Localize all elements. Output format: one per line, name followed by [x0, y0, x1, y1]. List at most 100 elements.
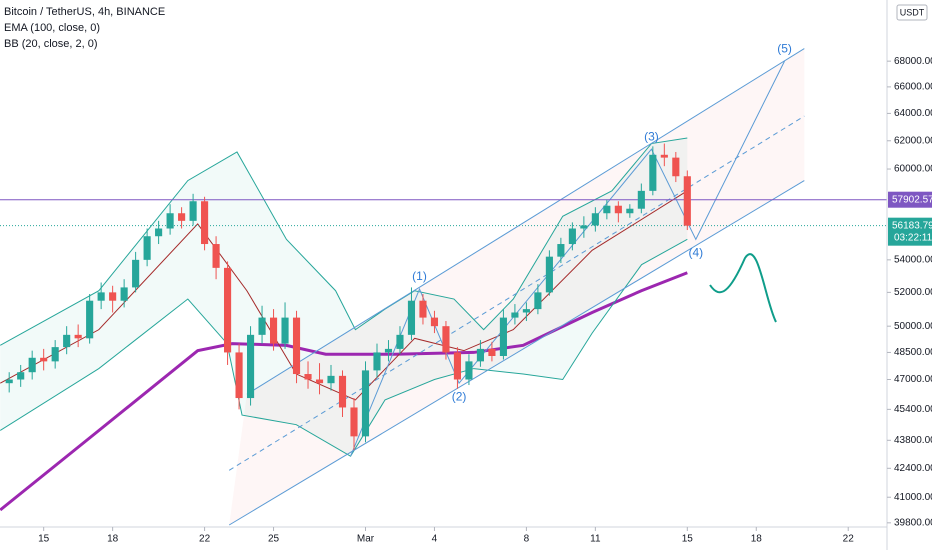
plot: (1) (2) (3) (4) (5)	[0, 41, 887, 526]
candle-body	[246, 334, 255, 399]
candle-body	[396, 334, 404, 349]
candle-body	[603, 205, 611, 214]
candle-body	[86, 300, 94, 339]
candle-body	[74, 334, 82, 339]
candle-body	[155, 228, 163, 237]
candle-body	[212, 244, 220, 268]
candle-body	[166, 213, 174, 229]
x-tick-label: 15	[38, 534, 50, 545]
candle-body	[649, 154, 657, 191]
indicator-line	[246, 48, 805, 395]
chart-title: Bitcoin / TetherUS, 4h, BINANCE	[4, 6, 165, 18]
y-tick-label: 45400.00	[894, 404, 932, 415]
candle-body	[224, 267, 232, 353]
x-tick-label: 11	[590, 534, 601, 545]
candle-body	[63, 334, 71, 348]
x-tick-label: 15	[682, 534, 694, 545]
candle-body	[637, 190, 645, 209]
candle-body	[178, 213, 186, 221]
x-tick-label: 22	[843, 534, 855, 545]
candle-body	[545, 256, 553, 293]
price-badge	[888, 217, 932, 246]
candle-body	[568, 228, 576, 245]
axes: 68000.00 66000.00 64000.00 62000.00 60000.00…	[38, 56, 932, 545]
candle-body	[5, 379, 13, 384]
x-tick-label: 22	[199, 534, 211, 545]
candle-body	[338, 375, 347, 408]
price-axis-bg	[887, 0, 932, 550]
indicator-label: EMA (100, close, 0)	[4, 22, 100, 34]
candle-body	[281, 317, 289, 344]
candle-body	[132, 259, 140, 288]
wave-label: (2)	[452, 389, 467, 403]
candle-body	[201, 201, 209, 245]
wave-label: (4)	[688, 246, 703, 260]
candle-body	[672, 157, 680, 177]
candle-body	[557, 244, 565, 257]
candle-body	[534, 292, 542, 310]
candle-body	[683, 176, 691, 226]
indicator-line	[228, 115, 805, 471]
candle-body	[407, 300, 416, 335]
candle-body	[373, 352, 381, 371]
projection-curve	[709, 253, 777, 323]
candle-body	[350, 407, 358, 437]
candle-body	[292, 317, 301, 375]
y-tick-label: 68000.00	[894, 56, 932, 67]
indicator-line	[228, 180, 805, 526]
candle-body	[189, 201, 197, 221]
candle-body	[614, 205, 622, 214]
y-tick-label: 47000.00	[894, 374, 932, 385]
candle-body	[442, 326, 450, 353]
candle-body	[143, 236, 151, 260]
y-tick-label: 62000.00	[894, 135, 932, 146]
price-badge-label: 57902.57	[892, 194, 932, 205]
candle-body	[361, 370, 370, 437]
x-tick-label: 4	[432, 534, 438, 545]
y-tick-label: 41000.00	[894, 492, 932, 503]
indicator-line	[0, 238, 688, 457]
candle-body	[626, 208, 634, 214]
wave-label: (1)	[412, 269, 427, 283]
currency-badge[interactable]	[896, 4, 928, 21]
x-tick-label: Mar	[357, 534, 375, 545]
candle-body	[453, 352, 462, 380]
y-tick-label: 60000.00	[894, 164, 932, 175]
price-badge	[888, 191, 932, 208]
candle-body	[384, 348, 393, 353]
candle-body	[17, 372, 25, 380]
candle-body	[304, 374, 312, 380]
x-tick-label: 18	[107, 534, 119, 545]
y-tick-label: 66000.00	[894, 82, 932, 93]
candle-body	[97, 292, 105, 301]
candle-body	[315, 379, 324, 384]
candle-body	[419, 300, 427, 318]
candle-body	[51, 347, 59, 362]
x-tick-label: 25	[268, 534, 280, 545]
time-axis-bg	[0, 527, 932, 550]
candle-body	[499, 317, 507, 356]
y-tick-label: 52000.00	[894, 287, 932, 298]
price-badge-label: 56183.79	[892, 220, 932, 231]
candle-body	[488, 348, 496, 356]
y-tick-label: 64000.00	[894, 108, 932, 119]
y-tick-label: 39800.00	[894, 517, 932, 528]
candle-body	[476, 348, 484, 362]
candle-body	[235, 352, 243, 399]
candle-body	[258, 317, 266, 335]
candle-body	[40, 357, 48, 362]
wave-label: (5)	[777, 41, 792, 55]
y-tick-label: 54000.00	[894, 254, 932, 265]
countdown: 03:22:11	[894, 232, 932, 243]
x-tick-label: 8	[524, 534, 530, 545]
indicator-line	[0, 271, 688, 512]
y-tick-label: 50000.00	[894, 321, 932, 332]
candle-body	[580, 225, 588, 229]
candle-body	[430, 317, 439, 327]
wave-label: (3)	[644, 129, 659, 143]
candle-body	[511, 312, 519, 318]
indicator-label: BB (20, close, 2, 0)	[4, 38, 98, 50]
candle-body	[269, 317, 278, 344]
